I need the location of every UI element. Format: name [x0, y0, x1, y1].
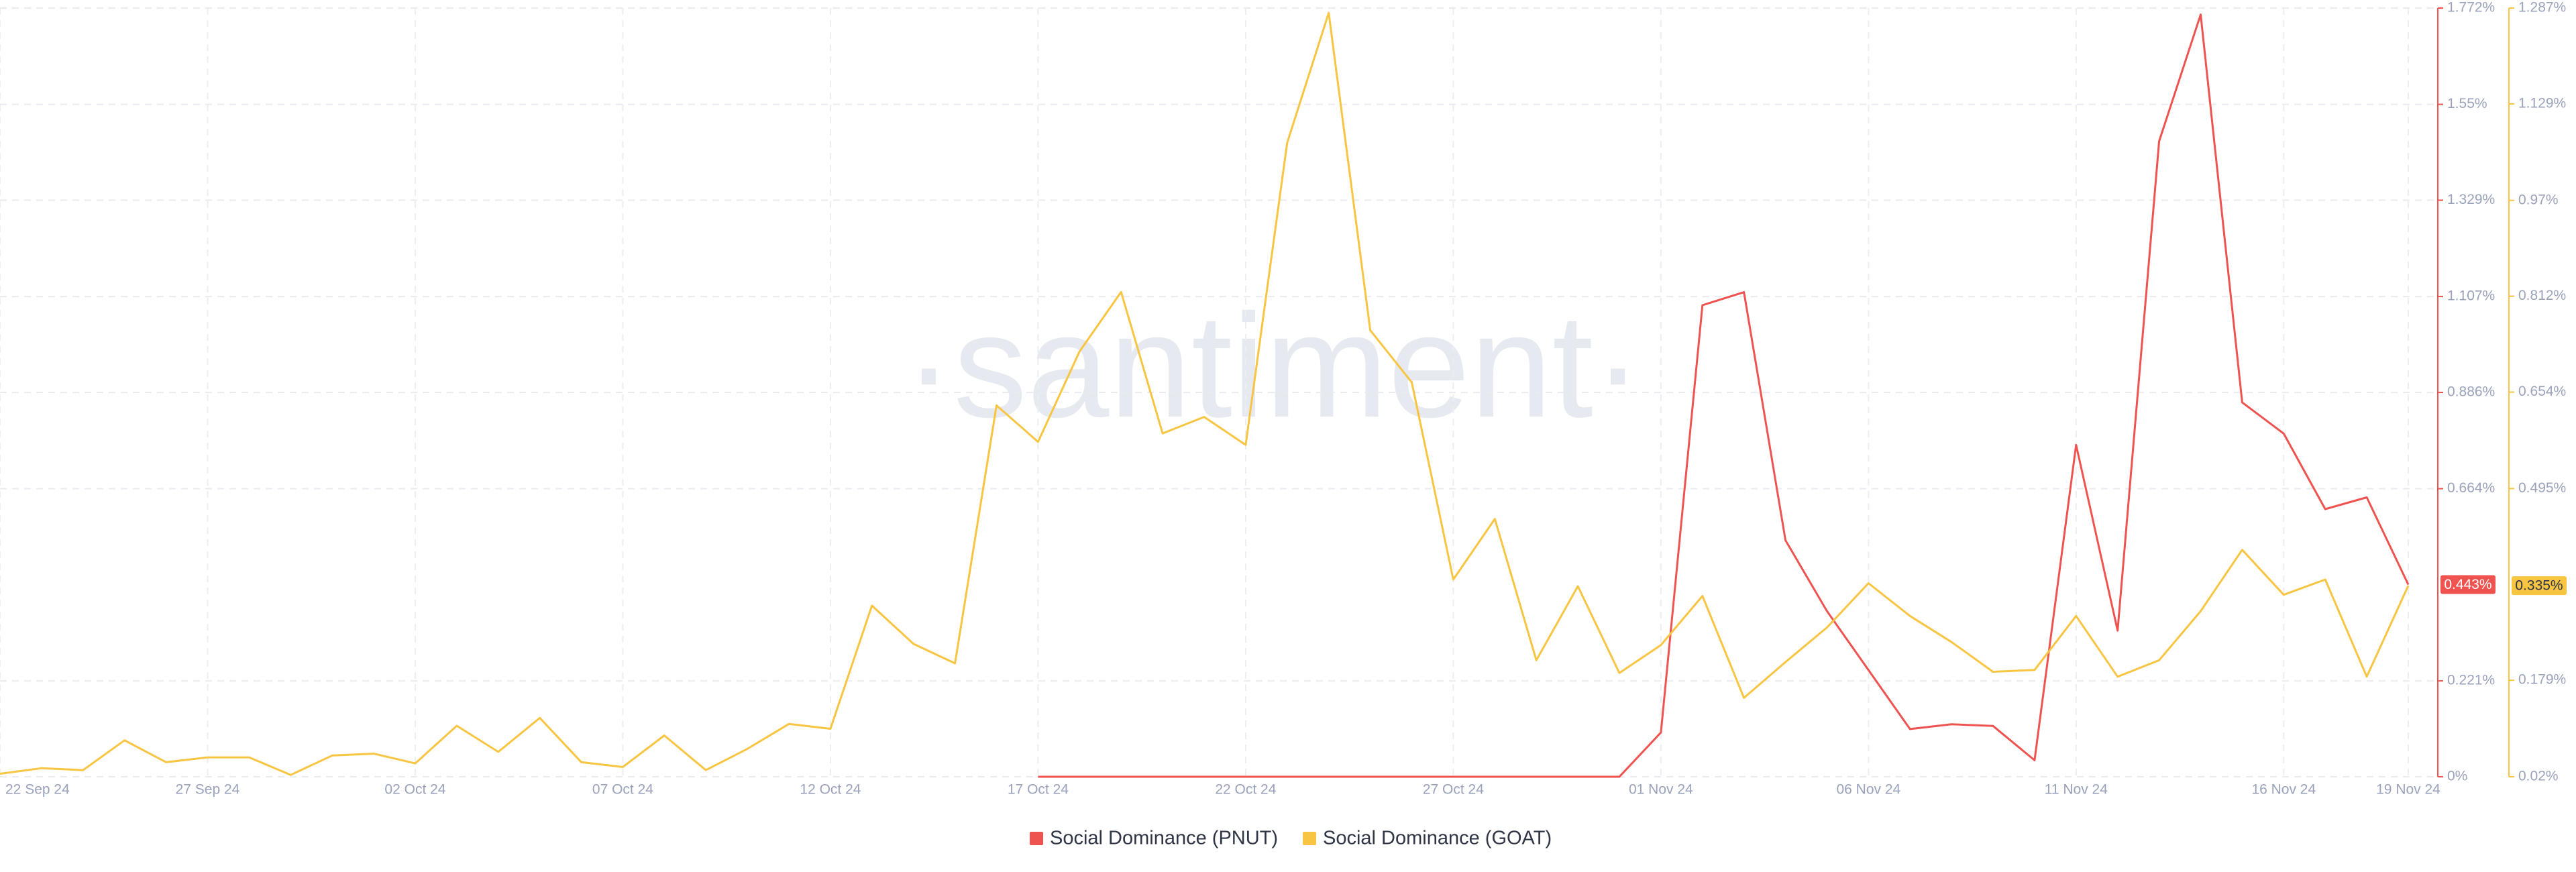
x-tick-label: 19 Nov 24	[2376, 782, 2440, 798]
y2-tick-label: 0.654%	[2518, 384, 2566, 399]
legend-label: Social Dominance (PNUT)	[1050, 828, 1278, 849]
y-tick-label: 0.886%	[2447, 384, 2495, 400]
y-tick-label: 1.107%	[2447, 288, 2495, 304]
legend-item[interactable]: Social Dominance (GOAT)	[1303, 828, 1552, 849]
value-label: 0.335%	[2515, 578, 2563, 594]
value-badge-bg	[2512, 576, 2567, 596]
x-tick-label: 27 Oct 24	[1423, 782, 1484, 798]
y2-tick-label: 0.495%	[2518, 480, 2566, 496]
y-tick-label: 0.221%	[2447, 673, 2495, 688]
x-tick-label: 16 Nov 24	[2251, 782, 2316, 798]
legend-swatch	[1303, 832, 1316, 845]
y2-tick-label: 1.129%	[2518, 95, 2566, 111]
value-label: 0.443%	[2444, 577, 2491, 592]
x-tick-label: 22 Oct 24	[1215, 782, 1276, 798]
x-tick-label: 17 Oct 24	[1008, 782, 1069, 798]
y2-tick-label: 0.812%	[2518, 288, 2566, 303]
x-tick-label: 01 Nov 24	[1629, 782, 1693, 798]
legend-swatch	[1030, 832, 1043, 845]
y-tick-label: 1.55%	[2447, 96, 2487, 111]
x-tick-label: 02 Oct 24	[384, 782, 445, 798]
x-tick-label: 27 Sep 24	[176, 782, 240, 798]
y-tick-label: 0%	[2447, 769, 2467, 784]
y-tick-label: 0.664%	[2447, 480, 2495, 496]
series-line	[0, 11, 2410, 776]
series-line	[1038, 13, 2410, 778]
value-badge: 0.335%	[2512, 576, 2567, 596]
x-tick-label: 07 Oct 24	[592, 782, 653, 798]
x-tick-label: 22 Sep 24	[5, 782, 70, 798]
watermark: ·santiment·	[904, 283, 1642, 448]
x-tick-label: 11 Nov 24	[2045, 782, 2108, 798]
x-tick-label: 12 Oct 24	[800, 782, 861, 798]
y2-tick-label: 1.287%	[2518, 0, 2566, 15]
value-badge-bg	[2440, 575, 2496, 594]
y2-tick-label: 0.97%	[2518, 192, 2559, 207]
y-tick-label: 1.772%	[2447, 0, 2495, 15]
legend-item[interactable]: Social Dominance (PNUT)	[1030, 828, 1278, 849]
x-tick-label: 06 Nov 24	[1836, 782, 1900, 798]
y2-tick-label: 0.179%	[2518, 672, 2566, 688]
value-badge: 0.443%	[2440, 575, 2496, 594]
y2-tick-label: 0.02%	[2518, 769, 2559, 784]
legend-label: Social Dominance (GOAT)	[1323, 828, 1552, 849]
y-tick-label: 1.329%	[2447, 192, 2495, 207]
